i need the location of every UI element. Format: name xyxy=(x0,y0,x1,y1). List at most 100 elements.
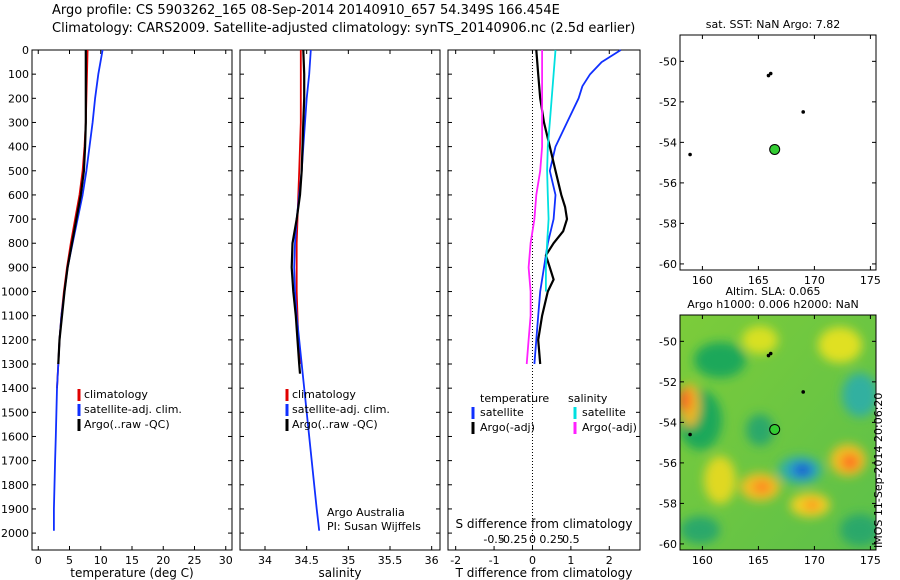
y-tick-label: -54 xyxy=(659,136,677,149)
y-tick-label: 0 xyxy=(22,44,29,57)
plot-frame xyxy=(447,49,641,551)
y-tick-label: -60 xyxy=(659,258,677,271)
x-tick-label: 25 xyxy=(188,554,202,567)
sst-map-panel: sat. SST: NaN Argo: 7.82 160 165 170 175 -50 -… xyxy=(659,18,881,287)
y-tick-label: -58 xyxy=(659,497,677,510)
y-tick-label: -58 xyxy=(659,217,677,230)
map-frame xyxy=(679,34,877,271)
y-tick-label: -50 xyxy=(659,55,677,68)
y-tick-label: 100 xyxy=(8,68,29,81)
legend-label: Argo(..raw -QC) xyxy=(84,418,170,431)
y-tick-label: 1100 xyxy=(1,310,29,323)
y-tick-label: 1200 xyxy=(1,334,29,347)
y-tick-label: 200 xyxy=(8,92,29,105)
s-tick-label: 0.25 xyxy=(539,533,564,546)
y-tick-label: 1900 xyxy=(1,503,29,516)
credit-line2: PI: Susan Wijffels xyxy=(327,520,421,533)
legend-label: satellite-adj. clim. xyxy=(84,403,182,416)
y-tick-label: -50 xyxy=(659,335,677,348)
x-tick-label: 170 xyxy=(804,274,825,287)
x-tick-label: 175 xyxy=(860,274,881,287)
map-title: Argo h1000: 0.006 h2000: NaN xyxy=(687,298,859,311)
series-line-salinity-argo-adj- xyxy=(525,50,543,365)
argo-float-marker xyxy=(769,143,781,155)
series-line-temperature-satellite xyxy=(533,49,622,365)
temperature-panel: 0100200300400500600700800900100011001200… xyxy=(1,44,233,580)
y-tick-label: -52 xyxy=(659,96,677,109)
x-tick-label: 35.5 xyxy=(378,554,403,567)
x-tick-label: 30 xyxy=(219,554,233,567)
x-tick-label: 175 xyxy=(860,554,881,567)
island-marker xyxy=(801,390,805,394)
y-tick-label: -54 xyxy=(659,416,677,429)
argo-float-marker xyxy=(769,423,781,435)
x-tick-label: 160 xyxy=(692,274,713,287)
x-tick-label: 36 xyxy=(425,554,439,567)
x-tick-label: 170 xyxy=(804,554,825,567)
x-tick-label: 20 xyxy=(156,554,170,567)
credit-line1: Argo Australia xyxy=(327,506,405,519)
y-tick-label: 1600 xyxy=(1,430,29,443)
x-tick-label: 15 xyxy=(125,554,139,567)
s-tick-label: 0 xyxy=(529,533,536,546)
x-tick-label: 165 xyxy=(748,554,769,567)
series-line-temperature-argo-adj- xyxy=(535,49,569,365)
legend-header-temperature: temperature xyxy=(480,392,549,405)
map-title: Altim. SLA: 0.065 xyxy=(725,285,820,298)
x-tick-label: 0 xyxy=(529,554,536,567)
plot-frame xyxy=(31,49,233,551)
legend-label: Argo(..raw -QC) xyxy=(292,418,378,431)
series-line-salinity-satellite xyxy=(545,49,557,292)
island-marker xyxy=(768,351,773,356)
y-tick-label: -60 xyxy=(659,538,677,551)
salinity-panel: 34 34.5 35 35.5 36 salinity climatology satelli… xyxy=(239,49,441,580)
legend-label: satellite xyxy=(582,406,626,419)
y-tick-label: 1700 xyxy=(1,455,29,468)
y-tick-label: 1800 xyxy=(1,479,29,492)
plot-frame xyxy=(239,49,441,551)
difference-panel: -2 -1 0 1 2T difference from climatology -0.5… xyxy=(447,49,641,580)
legend-label: climatology xyxy=(292,388,356,401)
series-line-satellite-adj-clim- xyxy=(293,49,321,531)
series-line-climatology xyxy=(56,49,89,389)
y-tick-label: 800 xyxy=(8,237,29,250)
figure-title-line2: Climatology: CARS2009. Satellite-adjuste… xyxy=(52,21,636,36)
s-tick-label: -0.25 xyxy=(499,533,527,546)
legend-header-salinity: salinity xyxy=(568,392,608,405)
y-tick-label: -56 xyxy=(659,177,677,190)
y-tick-label: 400 xyxy=(8,141,29,154)
x-tick-label: 165 xyxy=(748,274,769,287)
x-tick-label: 34.5 xyxy=(294,554,319,567)
x-tick-label: 1 xyxy=(567,554,574,567)
x-tick-label: -1 xyxy=(489,554,500,567)
island-marker xyxy=(801,110,805,114)
map-title: sat. SST: NaN Argo: 7.82 xyxy=(706,18,840,31)
s-tick-label: -0.5 xyxy=(483,533,504,546)
island-marker xyxy=(768,71,773,76)
y-tick-label: 300 xyxy=(8,116,29,129)
legend-label: Argo(-adj) xyxy=(582,421,637,434)
figure-title-line1: Argo profile: CS 5903262_165 08-Sep-2014… xyxy=(52,3,560,18)
map-frame xyxy=(679,314,877,551)
x-tick-label: 2 xyxy=(606,554,613,567)
x-tick-label: 5 xyxy=(66,554,73,567)
s-tick-label: 0.5 xyxy=(562,533,580,546)
series-line-satellite-adj-clim- xyxy=(53,49,104,531)
y-tick-label: 900 xyxy=(8,261,29,274)
x-axis-label: temperature (deg C) xyxy=(70,566,193,580)
imos-timestamp: IMOS 11-Sep-2014 20:06:20 xyxy=(872,392,885,548)
series-line-argo-raw-qc- xyxy=(290,49,306,374)
island-marker xyxy=(688,432,692,437)
x-tick-label: 10 xyxy=(94,554,108,567)
y-tick-label: 1000 xyxy=(1,286,29,299)
x-tick-label: 160 xyxy=(692,554,713,567)
y-tick-label: -56 xyxy=(659,457,677,470)
island-marker xyxy=(688,152,692,157)
x-axis-label: T difference from climatology xyxy=(455,566,633,580)
x-tick-label: 35 xyxy=(341,554,355,567)
y-tick-label: 1400 xyxy=(1,382,29,395)
s-axis-label: S difference from climatology xyxy=(456,517,633,531)
legend-label: Argo(-adj) xyxy=(480,421,535,434)
